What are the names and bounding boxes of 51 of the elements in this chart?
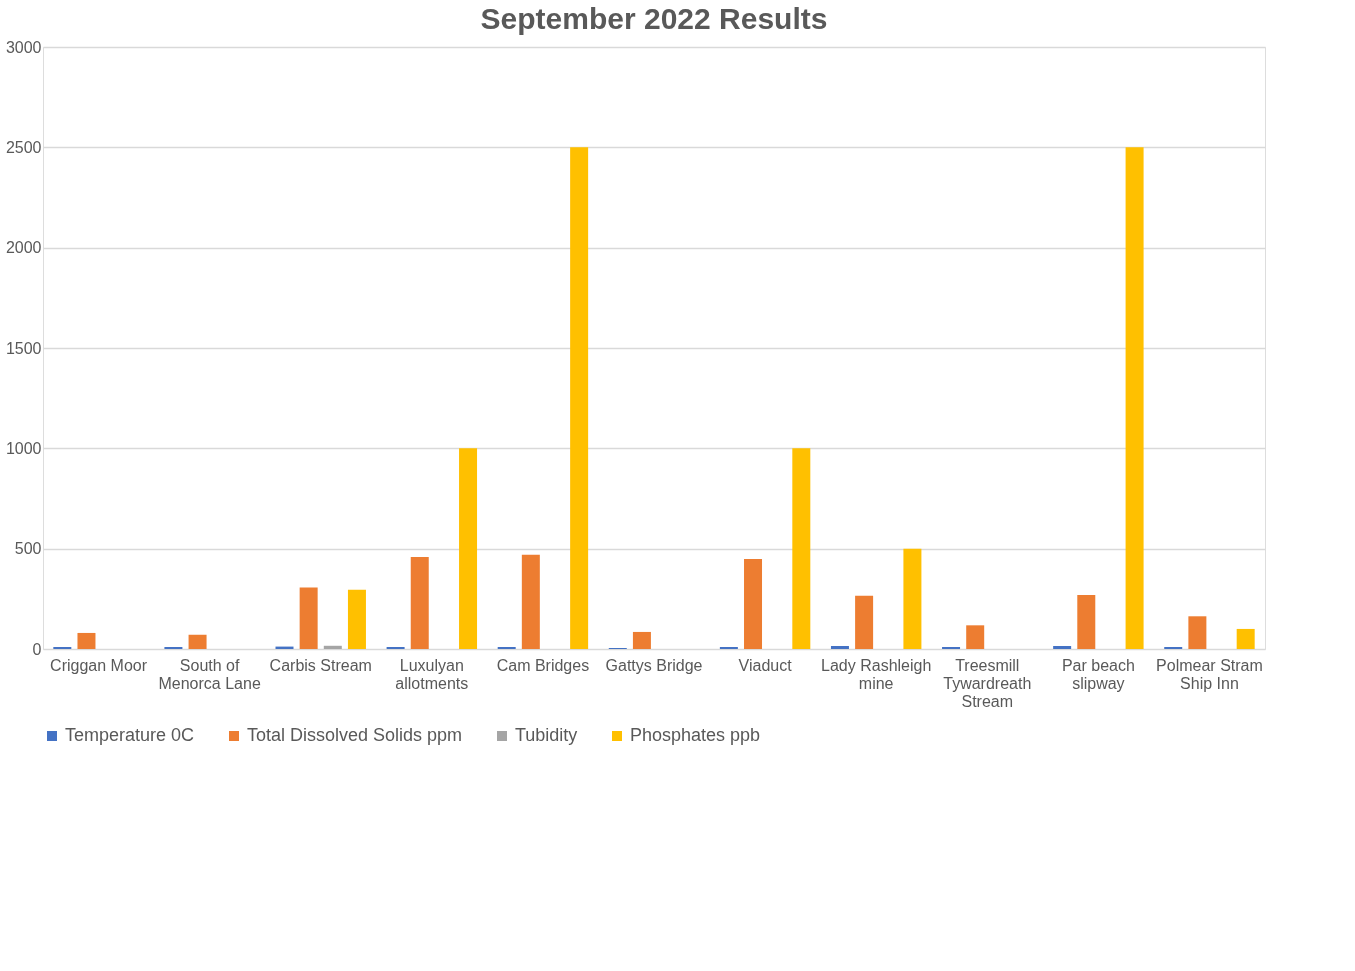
x-tick-label: Carbis Stream (269, 656, 372, 674)
bar (386, 646, 405, 649)
x-tick-label: Par beach slipway (1061, 656, 1135, 692)
x-tick-label: Cam Bridges (496, 656, 590, 674)
y-tick-label: 2000 (5, 239, 42, 257)
bar (966, 625, 985, 649)
bar (942, 646, 961, 649)
legend-label: Phosphates ppb (630, 725, 761, 745)
x-tick-label: Gattys Bridge (605, 656, 703, 674)
bar (855, 595, 874, 649)
legend-label: Tubidity (515, 725, 578, 745)
y-tick-label: 1000 (5, 439, 42, 457)
bar (497, 646, 516, 649)
legend-label: Temperature 0C (65, 725, 195, 745)
legend-label: Total Dissolved Solids ppm (247, 725, 463, 745)
x-tick-label: Treesmill Tywardreath Stream (943, 656, 1032, 710)
y-tick-label: 1500 (5, 339, 42, 357)
bar (164, 646, 183, 649)
bar (1077, 595, 1096, 649)
bar (1053, 645, 1072, 649)
y-tick-label: 0 (32, 640, 42, 658)
bar (1125, 147, 1144, 649)
bar (410, 557, 429, 649)
bar (744, 559, 763, 649)
bar (570, 147, 589, 649)
x-tick-label: Criggan Moor (50, 656, 148, 674)
bar (77, 632, 96, 649)
bar (459, 448, 478, 649)
x-tick-label: Luxulyan allotments (395, 656, 469, 692)
y-tick-label: 2500 (5, 138, 42, 156)
bar (521, 554, 540, 649)
bar (1236, 628, 1255, 649)
x-tick-label: Lady Rashleigh mine (821, 656, 932, 692)
bar (1188, 616, 1207, 649)
bar (792, 448, 811, 649)
bar (719, 646, 738, 649)
bar (347, 589, 366, 649)
chart-title: September 2022 Results (480, 2, 828, 35)
y-tick-label: 500 (14, 540, 42, 558)
bar (53, 646, 72, 649)
bar (299, 587, 318, 649)
y-tick-label: 3000 (5, 38, 42, 56)
x-tick-label: Viaduct (738, 656, 793, 674)
x-tick-label: South of Menorca Lane (158, 656, 261, 692)
bar (903, 548, 922, 649)
x-tick-label: Polmear Stram Ship Inn (1156, 656, 1263, 692)
bar (632, 631, 651, 649)
bar (323, 645, 342, 649)
bar (188, 634, 207, 649)
bar (830, 645, 849, 649)
bar (1164, 646, 1183, 649)
